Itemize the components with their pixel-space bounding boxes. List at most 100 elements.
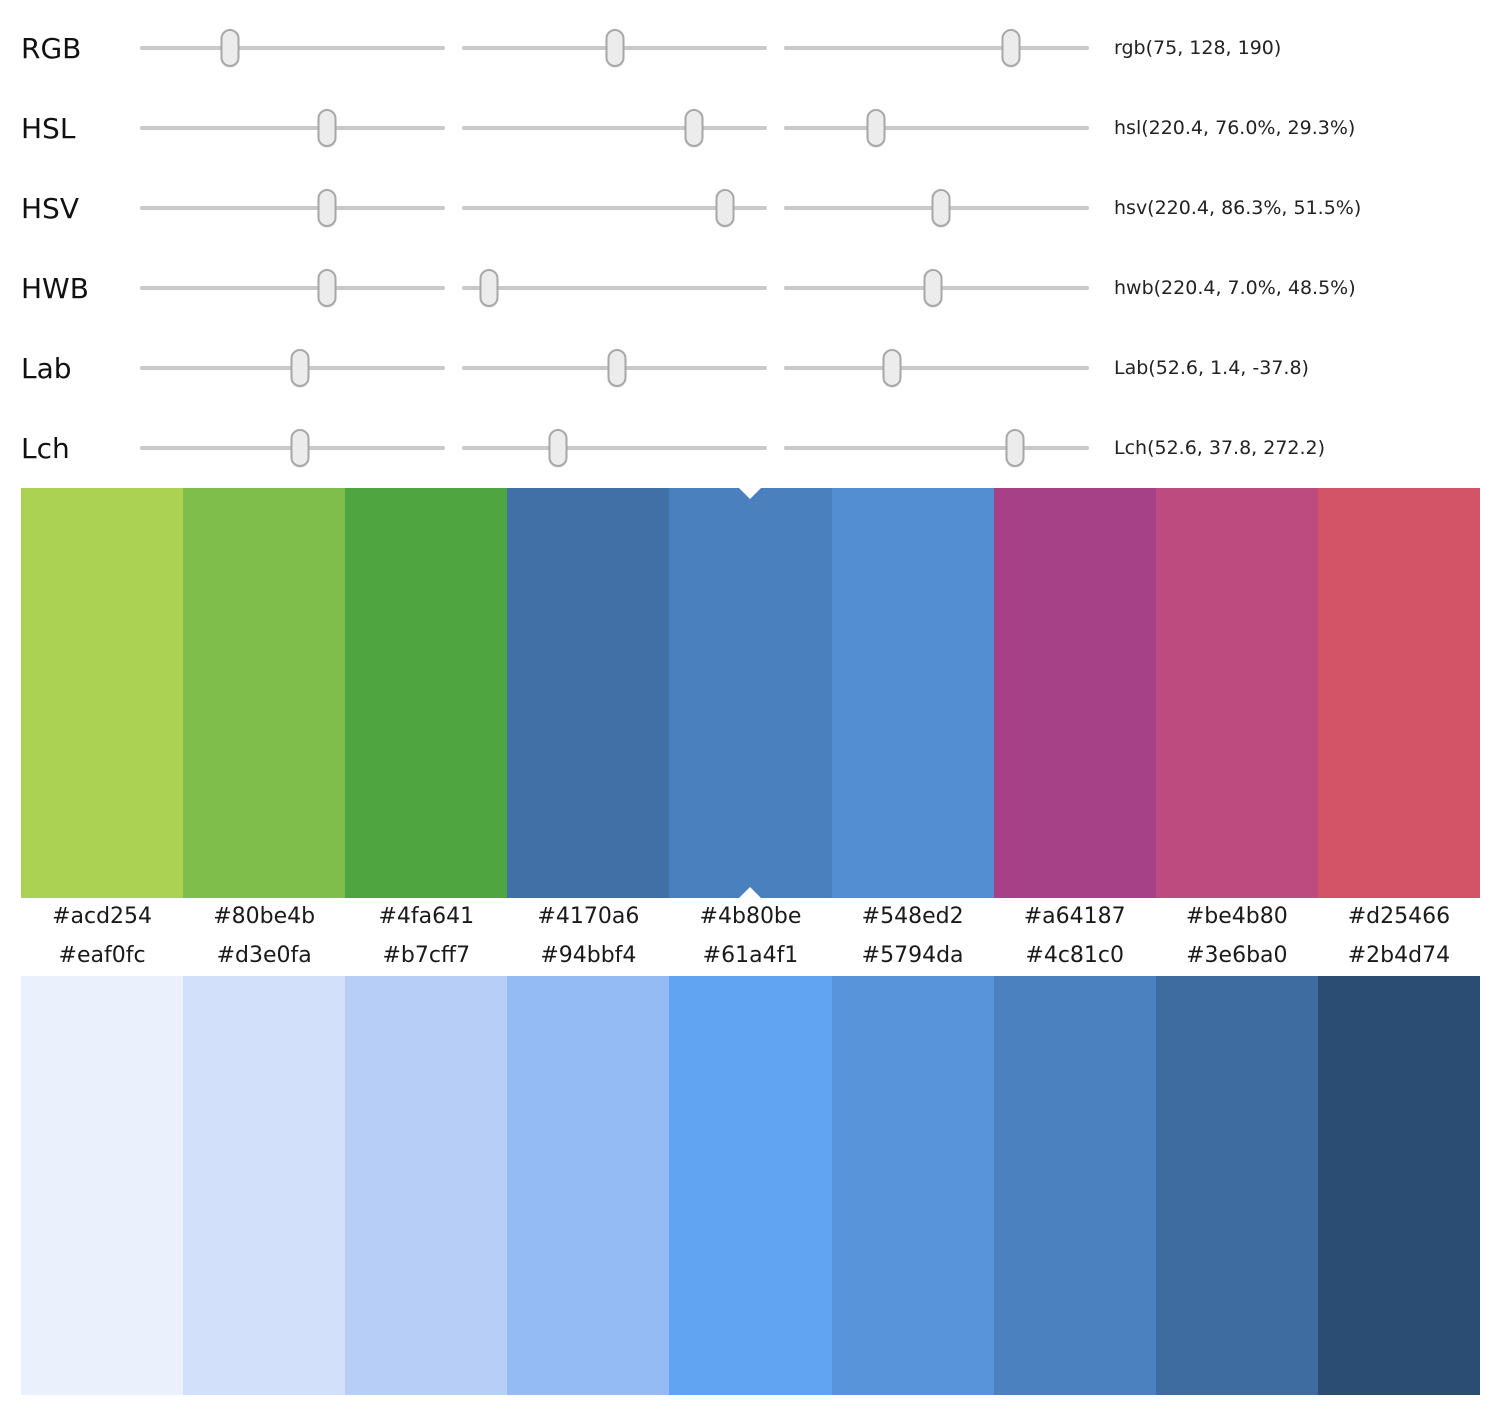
shade-swatch[interactable] xyxy=(507,976,670,1395)
slider-thumb[interactable] xyxy=(866,109,885,147)
slider-track-hsl-3[interactable] xyxy=(784,107,1089,149)
shade-swatch[interactable] xyxy=(345,976,508,1395)
slider-track-rgb-2[interactable] xyxy=(462,27,767,69)
slider-thumb[interactable] xyxy=(479,269,499,307)
slider-group-label: Lch xyxy=(21,431,70,465)
palette-swatch-label: #80be4b xyxy=(213,904,316,929)
slider-group-label: HSV xyxy=(21,191,79,225)
slider-thumb[interactable] xyxy=(317,189,337,227)
slider-track-hsl-2[interactable] xyxy=(462,107,767,149)
shade-swatch[interactable] xyxy=(183,976,346,1395)
shade-swatch-label: #2b4d74 xyxy=(1347,943,1451,968)
slider-thumb[interactable] xyxy=(715,189,735,227)
shade-swatch-label: #b7cff7 xyxy=(382,943,471,968)
slider-value: Lab(52.6, 1.4, -37.8) xyxy=(1114,357,1309,379)
shade-swatch-label: #4c81c0 xyxy=(1025,943,1125,968)
hue-palette-labels: #acd254 #80be4b #4fa641 #4170a6 #4b80be #548e… xyxy=(21,898,1480,937)
slider-thumb[interactable] xyxy=(290,429,310,467)
slider-thumb[interactable] xyxy=(923,269,943,307)
palette-swatch-label: #4b80be xyxy=(699,904,802,929)
shade-palette-strip xyxy=(21,976,1480,1395)
slider-thumb[interactable] xyxy=(684,109,704,147)
slider-track-hwb-2[interactable] xyxy=(462,267,767,309)
palette-swatch[interactable] xyxy=(669,488,832,898)
palette-swatch-label: #a64187 xyxy=(1023,904,1126,929)
shade-swatch[interactable] xyxy=(1317,976,1480,1395)
shade-palette-labels: #eaf0fc #d3e0fa #b7cff7 #94bbf4 #61a4f1 #5794… xyxy=(21,937,1480,976)
shade-swatch-label: #eaf0fc xyxy=(58,943,146,968)
palette-swatch-label: #4170a6 xyxy=(537,904,640,929)
slider-thumb[interactable] xyxy=(220,29,240,67)
slider-thumb[interactable] xyxy=(607,349,627,387)
slider-group-label: Lab xyxy=(21,351,72,385)
slider-thumb[interactable] xyxy=(1005,429,1025,467)
slider-tracks xyxy=(140,427,1106,469)
slider-track-hsv-1[interactable] xyxy=(140,187,445,229)
slider-track-lab-3[interactable] xyxy=(784,347,1089,389)
slider-track-hwb-3[interactable] xyxy=(784,267,1089,309)
slider-row-lch: Lch Lch(52.6, 37.8, 272.2) xyxy=(0,408,1501,488)
slider-row-hwb: HWB hwb(220.4, 7.0%, 48.5%) xyxy=(0,248,1501,328)
palette-swatch-label: #be4b80 xyxy=(1185,904,1288,929)
slider-track-hsl-1[interactable] xyxy=(140,107,445,149)
palette-swatch[interactable] xyxy=(345,488,508,898)
shade-swatch-label: #94bbf4 xyxy=(540,943,637,968)
shade-swatch[interactable] xyxy=(669,976,832,1395)
palette-swatch-label: #d25466 xyxy=(1347,904,1451,929)
slider-thumb[interactable] xyxy=(882,349,902,387)
slider-tracks xyxy=(140,107,1106,149)
shade-swatch[interactable] xyxy=(21,976,184,1395)
palette-swatch[interactable] xyxy=(1317,488,1480,898)
slider-value: hsl(220.4, 76.0%, 29.3%) xyxy=(1114,117,1356,139)
slider-track-lch-3[interactable] xyxy=(784,427,1089,469)
shade-swatch[interactable] xyxy=(831,976,994,1395)
palette-swatch-label: #4fa641 xyxy=(378,904,475,929)
slider-row-lab: Lab Lab(52.6, 1.4, -37.8) xyxy=(0,328,1501,408)
shade-swatch[interactable] xyxy=(993,976,1156,1395)
shade-swatch[interactable] xyxy=(1155,976,1318,1395)
slider-thumb[interactable] xyxy=(548,429,568,467)
slider-thumb[interactable] xyxy=(605,29,625,67)
shade-swatch-label: #5794da xyxy=(861,943,964,968)
palette-swatch[interactable] xyxy=(831,488,994,898)
shade-swatch-label: #d3e0fa xyxy=(216,943,312,968)
palette-swatch[interactable] xyxy=(507,488,670,898)
slider-value: rgb(75, 128, 190) xyxy=(1114,37,1282,59)
slider-tracks xyxy=(140,187,1106,229)
slider-row-hsl: HSL hsl(220.4, 76.0%, 29.3%) xyxy=(0,88,1501,168)
slider-track-hsv-3[interactable] xyxy=(784,187,1089,229)
slider-row-hsv: HSV hsv(220.4, 86.3%, 51.5%) xyxy=(0,168,1501,248)
palette-swatch[interactable] xyxy=(993,488,1156,898)
slider-track-hwb-1[interactable] xyxy=(140,267,445,309)
slider-tracks xyxy=(140,267,1106,309)
slider-thumb[interactable] xyxy=(317,109,337,147)
slider-row-rgb: RGB rgb(75, 128, 190) xyxy=(0,8,1501,88)
slider-track-hsv-2[interactable] xyxy=(462,187,767,229)
slider-panel: RGB rgb(75, 128, 190) HSL hsl(220.4, 76.0%,… xyxy=(0,0,1501,488)
slider-track-lch-2[interactable] xyxy=(462,427,767,469)
slider-track-rgb-3[interactable] xyxy=(784,27,1089,69)
slider-tracks xyxy=(140,347,1106,389)
slider-thumb[interactable] xyxy=(931,189,951,227)
slider-value: Lch(52.6, 37.8, 272.2) xyxy=(1114,437,1326,459)
shade-swatch-label: #61a4f1 xyxy=(702,943,799,968)
palette-swatch-label: #acd254 xyxy=(52,904,153,929)
shade-swatch-label: #3e6ba0 xyxy=(1186,943,1288,968)
palette-swatch[interactable] xyxy=(21,488,184,898)
palette-swatch[interactable] xyxy=(183,488,346,898)
slider-thumb[interactable] xyxy=(1001,29,1021,67)
slider-group-label: HWB xyxy=(21,271,89,305)
slider-group-label: RGB xyxy=(21,31,82,65)
slider-track-lch-1[interactable] xyxy=(140,427,445,469)
slider-tracks xyxy=(140,27,1106,69)
slider-group-label: HSL xyxy=(21,111,76,145)
selected-marker-bottom-icon xyxy=(739,887,762,898)
slider-track-lab-1[interactable] xyxy=(140,347,445,389)
slider-track-lab-2[interactable] xyxy=(462,347,767,389)
slider-thumb[interactable] xyxy=(317,269,337,307)
selected-marker-top-icon xyxy=(739,488,762,499)
slider-thumb[interactable] xyxy=(290,349,310,387)
slider-value: hwb(220.4, 7.0%, 48.5%) xyxy=(1114,277,1356,299)
slider-track-rgb-1[interactable] xyxy=(140,27,445,69)
palette-swatch[interactable] xyxy=(1155,488,1318,898)
